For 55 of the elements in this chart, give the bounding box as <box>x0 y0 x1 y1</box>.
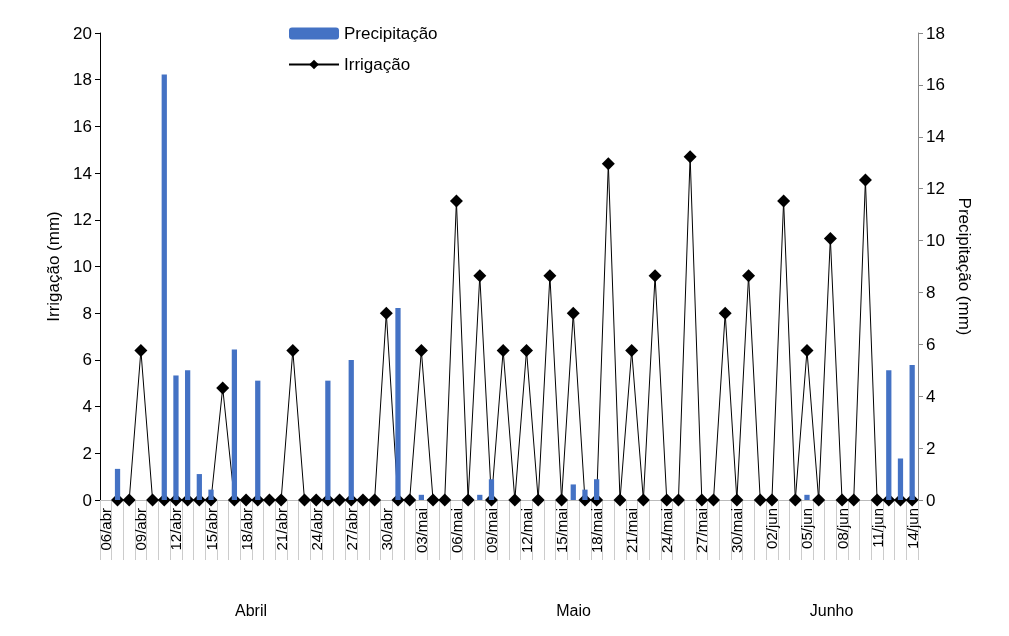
y2-tick-label: 10 <box>926 231 945 251</box>
legend-label: Precipitação <box>344 24 438 43</box>
y-tick-label: 8 <box>82 303 92 323</box>
x-tick-label: 02/jun <box>763 508 781 549</box>
y2-tick-label: 0 <box>926 490 936 510</box>
x-tick-label: 24/abr <box>307 508 325 551</box>
x-tick-label: 24/mai <box>658 508 676 554</box>
x-tick-label: 21/abr <box>272 508 290 551</box>
x-tick-label: 06/abr <box>97 508 115 551</box>
bar <box>570 484 576 500</box>
x-tick-label: 11/jun <box>868 508 886 548</box>
text: Junho <box>809 601 854 619</box>
y-tick-label: 10 <box>73 257 92 276</box>
y-tick-label: 18 <box>73 70 92 90</box>
y2-axis-title: Precipitação (mm) <box>955 197 974 336</box>
x-tick-label: 15/abr <box>202 508 220 551</box>
y2-tick-label: 18 <box>926 23 945 43</box>
y-tick-label: 12 <box>73 210 92 230</box>
bar <box>418 494 424 500</box>
bar <box>804 494 810 500</box>
text: Maio <box>556 601 591 619</box>
x-tick-label: 21/mai <box>623 508 641 554</box>
x-tick-label: 12/abr <box>167 508 185 551</box>
x-tick-label: 12/mai <box>518 508 536 554</box>
y-axis-title: Irrigação (mm) <box>44 211 63 322</box>
y2-tick-label: 6 <box>926 334 936 354</box>
x-tick-label: 05/jun <box>798 508 816 549</box>
x-tick-label: 03/mai <box>412 508 430 554</box>
x-tick-label: 09/abr <box>132 508 150 551</box>
text: Abril <box>234 601 267 619</box>
x-tick-label: 30/mai <box>728 508 746 554</box>
y-tick-label: 14 <box>73 163 92 183</box>
y2-tick-label: 2 <box>926 438 936 458</box>
y2-tick-label: 12 <box>926 179 945 199</box>
y-tick-label: 6 <box>82 350 92 370</box>
x-tick-label: 27/abr <box>342 508 360 551</box>
x-tick-label: 30/abr <box>377 508 395 551</box>
y-tick-label: 16 <box>73 116 92 136</box>
x-tick-label: 18/abr <box>237 508 255 551</box>
x-tick-label: 09/mai <box>482 508 500 554</box>
x-tick-label: 14/jun <box>903 508 921 549</box>
x-tick-label: 27/mai <box>693 508 711 554</box>
y-tick-label: 2 <box>82 443 92 463</box>
x-tick-label: 18/mai <box>588 508 606 554</box>
y2-tick-label: 16 <box>926 75 945 95</box>
x-tick-label: 08/jun <box>833 508 851 549</box>
legend-label: Irrigação <box>344 55 411 74</box>
y2-tick-label: 8 <box>926 282 936 302</box>
x-tick-label: 06/mai <box>447 508 465 554</box>
y-tick-label: 20 <box>73 23 92 43</box>
y-tick-label: 0 <box>82 490 92 510</box>
y2-tick-label: 14 <box>926 127 945 147</box>
y-tick-label: 4 <box>82 397 92 417</box>
x-tick-label: 15/mai <box>553 508 571 554</box>
y2-tick-label: 4 <box>926 386 936 406</box>
